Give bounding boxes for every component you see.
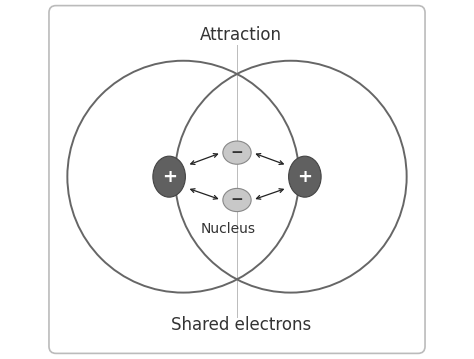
Ellipse shape	[289, 156, 321, 197]
Text: Attraction: Attraction	[200, 26, 282, 44]
Ellipse shape	[223, 188, 251, 211]
Text: Shared electrons: Shared electrons	[171, 316, 311, 334]
Text: Nucleus: Nucleus	[200, 222, 255, 236]
FancyBboxPatch shape	[49, 6, 425, 353]
Text: −: −	[231, 192, 243, 208]
Ellipse shape	[153, 156, 185, 197]
Ellipse shape	[223, 141, 251, 164]
Text: −: −	[231, 145, 243, 160]
Text: +: +	[297, 168, 312, 186]
Text: +: +	[162, 168, 177, 186]
